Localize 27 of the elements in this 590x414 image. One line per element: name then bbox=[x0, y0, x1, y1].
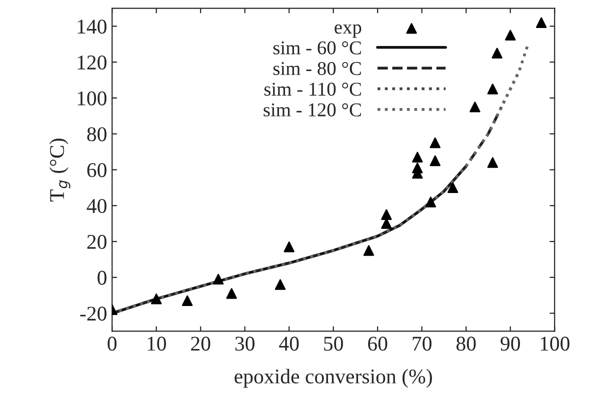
x-tick-label: 30 bbox=[235, 336, 254, 351]
x-tick-label: 50 bbox=[324, 336, 343, 351]
x-tick-label: 90 bbox=[500, 336, 520, 351]
y-tick-label: 140 bbox=[78, 20, 106, 34]
legend-label: sim - 80 °C bbox=[273, 62, 361, 76]
x-tick-label: 10 bbox=[148, 336, 166, 351]
x-tick-label: 60 bbox=[368, 336, 388, 351]
legend-label: sim - 60 °C bbox=[273, 41, 361, 54]
x-tick-label: 80 bbox=[456, 336, 476, 351]
x-tick-label: 0 bbox=[108, 336, 117, 351]
y-tick-label: 20 bbox=[87, 234, 106, 249]
legend-label: sim - 110 °C bbox=[264, 82, 361, 96]
y-tick-label: 40 bbox=[86, 198, 106, 214]
y-axis-title: T$_{g}$ (°C) bbox=[49, 138, 70, 202]
y-tick-label: 0 bbox=[98, 270, 106, 285]
y-tick-label: 120 bbox=[78, 55, 106, 70]
y-tick-label: 100 bbox=[78, 91, 106, 106]
legend-label: sim - 120 °C bbox=[264, 103, 361, 116]
y-tick-label: 80 bbox=[87, 127, 106, 142]
x-tick-label: 40 bbox=[279, 336, 299, 351]
x-tick-label: 20 bbox=[191, 336, 210, 351]
y-tick-label: -20 bbox=[80, 306, 106, 321]
x-tick-label: 100 bbox=[540, 336, 570, 351]
legend-label: exp bbox=[334, 24, 362, 38]
x-axis-title: epoxide conversion (%) bbox=[234, 368, 432, 388]
y-tick-label: 60 bbox=[87, 163, 106, 178]
x-tick-label: 70 bbox=[412, 336, 432, 351]
